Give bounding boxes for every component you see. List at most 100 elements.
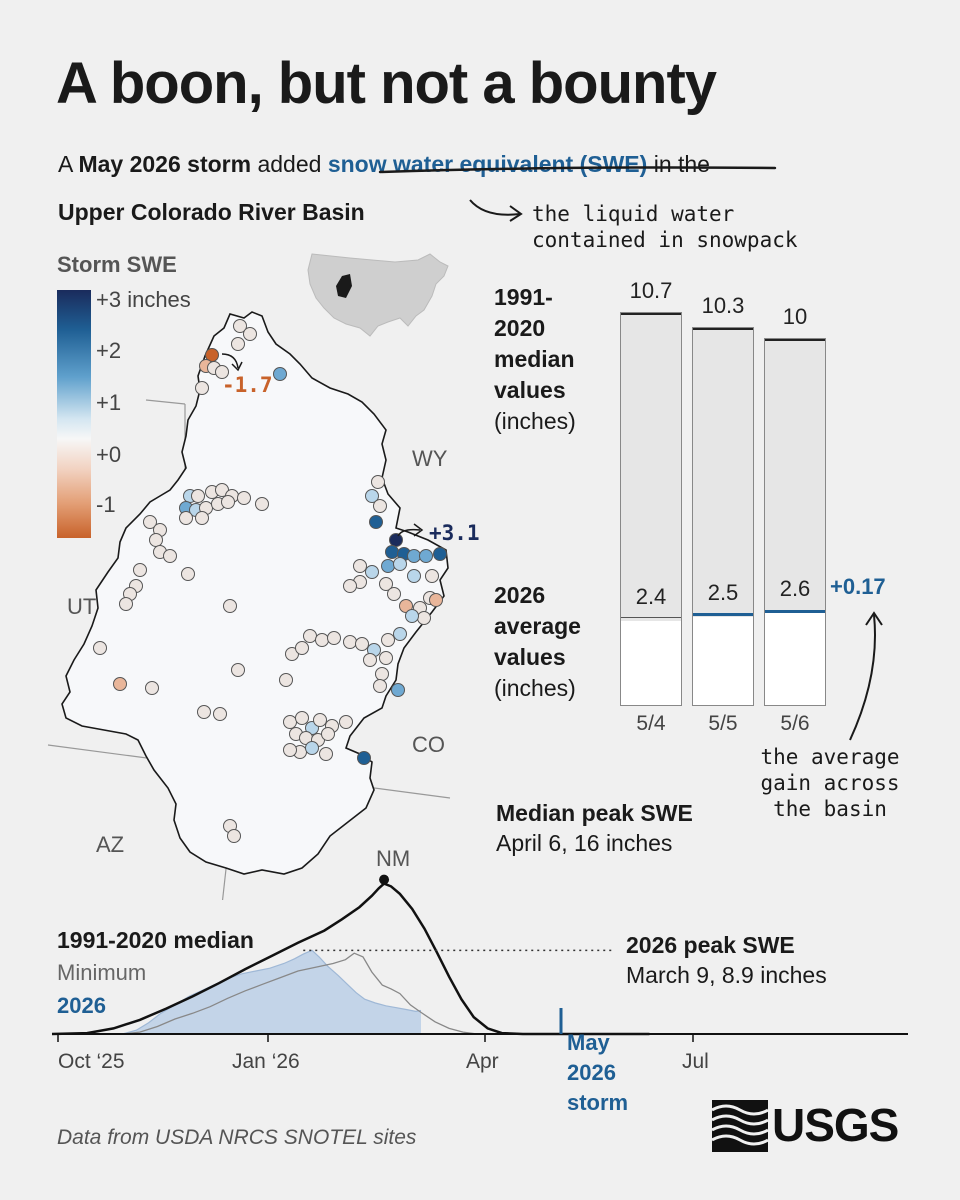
snotel-site-dot (191, 489, 205, 503)
current-label-l4: (inches) (494, 675, 576, 701)
snotel-site-dot (373, 679, 387, 693)
snotel-site-dot (113, 677, 127, 691)
snotel-site-dot (295, 641, 309, 655)
series-median-line (51, 882, 650, 1036)
bar-median-2 (692, 326, 754, 706)
snotel-site-dot (339, 715, 353, 729)
bar-2026-value: 2.4 (635, 583, 667, 609)
current-label-l1: 2026 (494, 582, 546, 608)
usgs-logo-text: USGS (772, 1099, 899, 1151)
snotel-site-dot (195, 381, 209, 395)
state-label-az: AZ (96, 832, 125, 857)
snotel-site-dot (255, 497, 269, 511)
snotel-site-dot (407, 569, 421, 583)
subtitle: A May 2026 storm added snow water equiva… (58, 140, 898, 236)
legend-label-zero: +0 (96, 442, 122, 467)
gain-note-l2: gain across (760, 771, 900, 795)
bar-median-value: 10.7 (629, 278, 673, 304)
snotel-site-dot (393, 627, 407, 641)
swe-annotation-strokes (378, 166, 777, 222)
series-minimum-line (52, 952, 650, 1035)
snotel-site-dot (365, 565, 379, 579)
median-values-label: 1991- 2020 median values (inches) (494, 282, 576, 437)
state-label-wy: WY (412, 446, 448, 471)
snotel-site-dot (381, 633, 395, 647)
snotel-site-dot (373, 499, 387, 513)
basin-map (47, 253, 451, 900)
snotel-site-dot (223, 599, 237, 613)
bar-date-label: 5/6 (780, 712, 810, 735)
x-tick-oct: Oct ‘25 (58, 1050, 125, 1073)
snotel-site-dot (145, 681, 159, 695)
gain-note-l3: the basin (773, 797, 887, 821)
bar-2026-value: 2.6 (779, 576, 811, 602)
snotel-site-dot (379, 577, 393, 591)
snotel-site-dot (273, 367, 287, 381)
bar-2026-level (621, 617, 681, 619)
series-2026-area (52, 950, 421, 1034)
subtitle-suffix: in the (647, 151, 710, 177)
bar-2026-value: 2.5 (707, 580, 739, 605)
bar-2026-level (765, 609, 825, 613)
snotel-site-dot (391, 683, 405, 697)
x-tick-jan: Jan ‘26 (232, 1050, 300, 1073)
swe-definition-line1: the liquid water (532, 202, 735, 226)
snotel-site-dot (327, 631, 341, 645)
current-label-l2: average (494, 613, 581, 639)
median-peak-detail: April 6, 16 inches (496, 830, 673, 856)
state-label-ut: UT (67, 594, 97, 619)
gain-note: the average gain across the basin (740, 744, 920, 822)
x-tick-jul: Jul (682, 1050, 709, 1073)
storm-label-l1: May (567, 1030, 610, 1055)
bar-median-value: 10 (782, 304, 808, 329)
bar-median-fill (765, 339, 825, 614)
snotel-site-dot (365, 489, 379, 503)
legend-label-plus3: +3 inches (96, 287, 191, 312)
snotel-site-dot (379, 651, 393, 665)
snotel-site-dot (143, 515, 157, 529)
bar-date-label: 5/5 (708, 712, 738, 735)
snotel-site-dot (295, 711, 309, 725)
us-inset-map (307, 253, 449, 337)
state-label-co: CO (412, 732, 445, 757)
snotel-site-dot (425, 569, 439, 583)
current-values-label: 2026 average values (inches) (494, 580, 581, 704)
snotel-site-dot (221, 495, 235, 509)
storm-label-l2: 2026 (567, 1060, 616, 1085)
snotel-site-dot (433, 547, 447, 561)
snotel-site-dot (355, 637, 369, 651)
snotel-site-dot (313, 713, 327, 727)
basin-outline (61, 311, 449, 875)
snotel-site-dot (213, 707, 227, 721)
median-label-l5: (inches) (494, 408, 576, 434)
snotel-site-dot (231, 337, 245, 351)
snotel-site-dot (321, 727, 335, 741)
legend-label-plus2: +2 (96, 338, 122, 363)
current-label-l3: values (494, 644, 566, 670)
data-source: Data from USDA NRCS SNOTEL sites (57, 1126, 417, 1149)
snotel-site-dot (179, 511, 193, 525)
snotel-site-dot (231, 663, 245, 677)
snotel-site-dot (319, 747, 333, 761)
storm-label-l3: storm (567, 1090, 629, 1115)
snotel-site-dot (279, 673, 293, 687)
usgs-wave-logo (712, 1100, 768, 1152)
gain-value: +0.17 (830, 574, 886, 599)
bar-date-label: 5/4 (636, 712, 666, 735)
snotel-site-dot (357, 751, 371, 765)
subtitle-prefix: A (58, 151, 79, 177)
median-label-l1: 1991- (494, 284, 553, 310)
gain-note-l1: the average (760, 745, 900, 769)
bar-median-fill (693, 327, 753, 617)
snotel-site-dot (215, 365, 229, 379)
snotel-site-dot (393, 557, 407, 571)
median-peak-dot (379, 874, 390, 885)
snotel-site-dot (371, 475, 385, 489)
snotel-site-dot (405, 609, 419, 623)
subtitle-bold-storm: May 2026 storm (78, 151, 252, 177)
snotel-site-dot (283, 743, 297, 757)
snotel-site-dot (237, 491, 251, 505)
legend-median-line: 1991-2020 median (57, 927, 254, 953)
snotel-site-dot (243, 327, 257, 341)
snotel-site-dot (387, 587, 401, 601)
